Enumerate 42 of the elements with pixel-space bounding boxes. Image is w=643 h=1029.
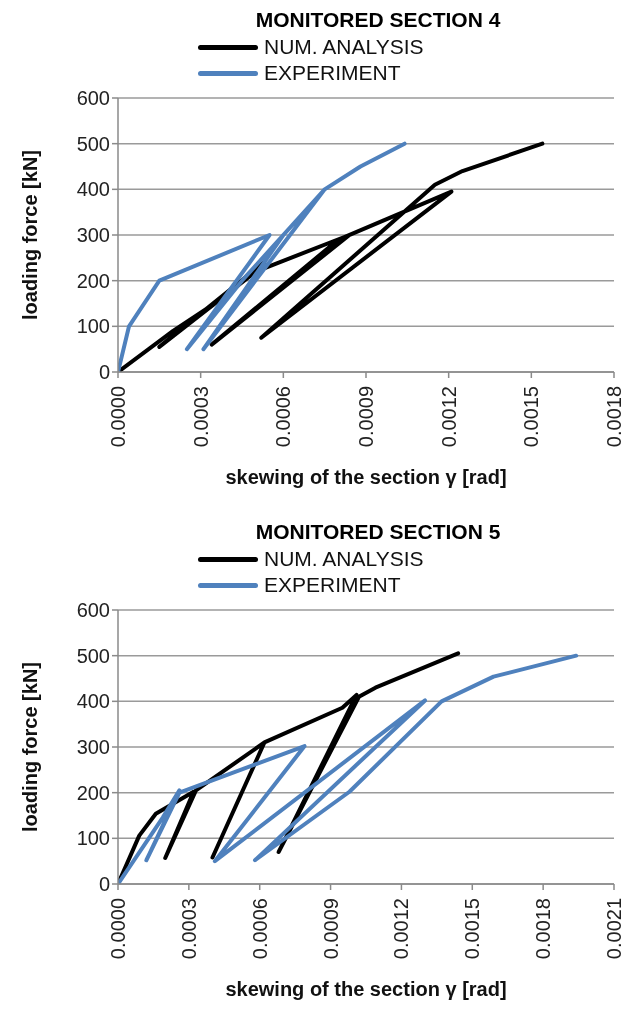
x-tick-label: 0.0006 [272, 386, 295, 448]
y-tick-label: 0 [98, 873, 110, 896]
y-tick-label: 400 [76, 690, 110, 713]
x-tick-label: 0.0009 [319, 898, 342, 960]
chart-title: MONITORED SECTION 5 [254, 520, 502, 545]
x-tick-label: 0.0009 [355, 386, 377, 448]
x-tick-label: 0.0018 [603, 386, 625, 448]
x-tick-label: 0.0006 [248, 898, 271, 960]
y-tick-label: 300 [76, 224, 110, 247]
x-tick-label: 0.0012 [437, 386, 460, 448]
legend-label: NUM. ANALYSIS [264, 34, 424, 60]
y-axis-title: loading force [kN] [19, 661, 42, 833]
y-tick-label: 100 [76, 827, 110, 850]
y-tick-label: 600 [76, 599, 110, 622]
x-tick-label: 0.0012 [390, 898, 413, 960]
chart-title: MONITORED SECTION 4 [254, 8, 502, 33]
x-tick-label: 0.0015 [461, 898, 484, 960]
x-tick-label: 0.0021 [603, 898, 625, 960]
y-tick-label: 200 [76, 269, 110, 292]
y-tick-label: 0 [98, 361, 110, 384]
legend-label: NUM. ANALYSIS [264, 546, 424, 572]
y-axis-title: loading force [kN] [19, 149, 42, 321]
legend-label: EXPERIMENT [264, 60, 401, 86]
y-tick-label: 500 [76, 132, 110, 155]
y-tick-label: 600 [76, 87, 110, 110]
y-tick-label: 300 [76, 736, 110, 759]
y-tick-label: 500 [76, 644, 110, 667]
x-tick-label: 0.0000 [107, 386, 129, 448]
x-axis-title: skewing of the section γ [rad] [225, 466, 507, 488]
x-tick-label: 0.0015 [520, 386, 543, 448]
line-series [118, 653, 579, 884]
legend-label: EXPERIMENT [264, 572, 401, 598]
x-tick-label: 0.0018 [532, 898, 555, 960]
line-series [118, 141, 545, 372]
x-axis-title: skewing of the section γ [rad] [225, 978, 507, 1000]
x-tick-label: 0.0003 [189, 386, 212, 448]
y-tick-label: 400 [76, 178, 110, 201]
y-tick-label: 200 [76, 781, 110, 804]
y-tick-label: 100 [76, 315, 110, 338]
line-series [118, 141, 407, 372]
x-tick-label: 0.0000 [107, 898, 129, 960]
x-tick-label: 0.0003 [177, 898, 200, 960]
